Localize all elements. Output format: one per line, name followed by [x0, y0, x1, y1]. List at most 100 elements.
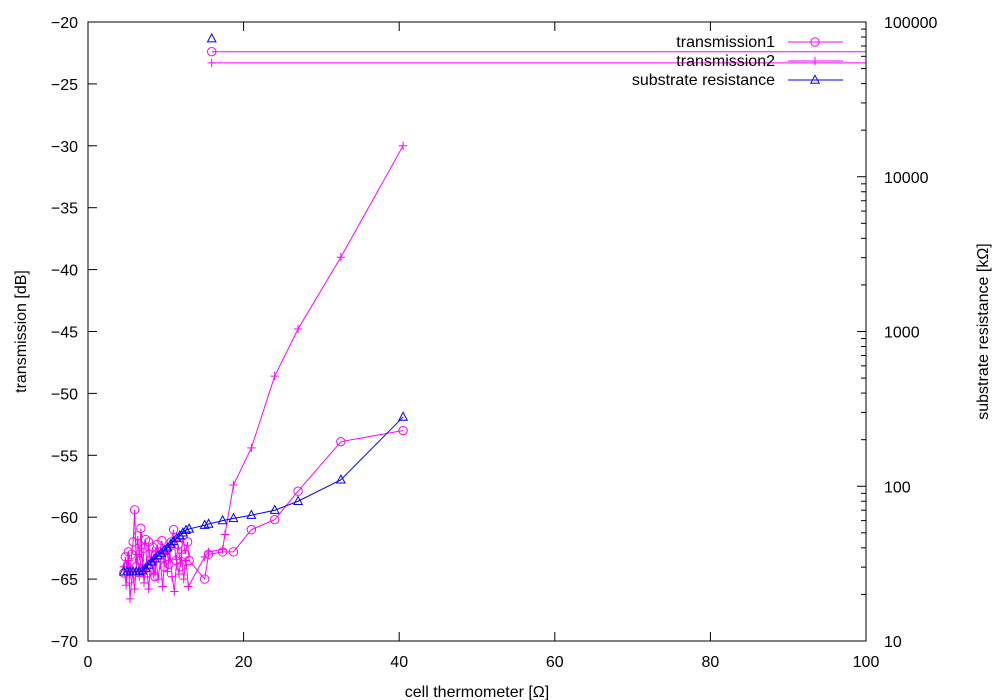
data-point [163, 567, 172, 576]
data-point [228, 512, 239, 523]
plot-frame [87, 21, 867, 642]
data-point [124, 556, 133, 565]
data-point [246, 524, 257, 535]
y-tick-label: −65 [51, 572, 78, 589]
data-point [336, 253, 346, 262]
data-point [149, 569, 158, 579]
y-tick-label: −50 [51, 386, 78, 403]
data-point [218, 545, 227, 554]
data-point [140, 562, 151, 572]
y-tick-label: −20 [51, 15, 78, 32]
data-point [168, 524, 179, 535]
data-point [229, 480, 238, 490]
legend-marker [810, 37, 820, 47]
data-point [398, 141, 408, 150]
data-point [182, 537, 193, 547]
series-substrate-resistance [118, 32, 409, 576]
y2-tick-label: 100000 [884, 15, 937, 32]
data-point [180, 524, 192, 534]
data-point [336, 436, 346, 447]
data-point [174, 529, 185, 540]
data-point [144, 584, 153, 594]
legend-label: substrate resistance [632, 72, 775, 89]
y-tick-label: −30 [51, 139, 78, 156]
data-point [179, 574, 188, 584]
y-tick-label: −70 [51, 634, 78, 651]
data-point [153, 574, 163, 584]
y2-tick-label: 10000 [884, 170, 929, 187]
y-tick-label: −25 [51, 77, 78, 94]
y-tick-label: −35 [51, 201, 78, 218]
data-point [171, 532, 182, 543]
x-tick-label: 100 [853, 654, 880, 671]
data-point [181, 556, 191, 565]
legend-label: transmission2 [676, 53, 775, 70]
data-point [158, 582, 167, 591]
data-point [199, 519, 210, 529]
data-point [203, 518, 214, 528]
data-point [293, 495, 304, 505]
data-point [121, 581, 131, 590]
y2-tick-label: 100 [884, 479, 911, 496]
data-point [172, 555, 181, 564]
data-point [168, 535, 179, 546]
data-point [184, 582, 193, 591]
data-point [293, 486, 303, 496]
data-point [335, 474, 346, 484]
data-point [398, 411, 409, 421]
y-tick-label: −55 [51, 448, 78, 465]
axis-ticks: 0 20 40 60 80 100 −70 −65 −60 −55 −50 −45 −40 −35 −30 −… [51, 15, 938, 671]
x-tick-label: 0 [84, 654, 93, 671]
legend-marker [809, 74, 821, 84]
data-point [132, 550, 142, 559]
data-point [136, 523, 146, 534]
data-point [140, 534, 151, 545]
data-point [134, 555, 145, 566]
y-axis-title: transmission [dB] [13, 270, 30, 393]
y-tick-label: −60 [51, 510, 78, 527]
data-point [162, 542, 173, 552]
data-point [184, 523, 195, 533]
legend: transmission1 transmission2 substrate resi… [632, 34, 843, 89]
x-axis-title: cell thermometer [Ω] [405, 684, 549, 700]
legend-label: transmission1 [676, 34, 775, 51]
data-point [137, 564, 148, 575]
y-tick-label: −40 [51, 263, 78, 280]
data-point [157, 536, 167, 546]
y2-tick-label: 1000 [884, 325, 920, 342]
data-point [159, 544, 170, 555]
data-point [220, 530, 230, 539]
data-point [204, 547, 213, 557]
series-transmission2 [119, 58, 866, 604]
series-line [123, 145, 404, 599]
y2-tick-label: 10 [884, 634, 902, 651]
data-point [128, 537, 138, 547]
data-point [200, 552, 209, 562]
data-point [125, 594, 135, 604]
data-point [137, 543, 146, 553]
x-tick-label: 20 [235, 654, 253, 671]
data-point [228, 547, 239, 557]
data-point [129, 505, 140, 515]
data-point [270, 514, 280, 525]
data-point [147, 542, 158, 552]
data-point [170, 587, 179, 596]
data-point [167, 572, 177, 581]
data-point [174, 569, 184, 579]
series-transmission1 [119, 47, 866, 584]
data-point [207, 58, 216, 68]
data-point [200, 574, 210, 584]
x-tick-label: 80 [702, 654, 720, 671]
data-point [152, 550, 164, 560]
x-tick-label: 40 [390, 654, 408, 671]
data-point [146, 556, 157, 566]
data-point [139, 578, 149, 588]
data-point [143, 559, 154, 569]
legend-marker [810, 56, 820, 66]
data-point [165, 538, 176, 549]
data-point [398, 425, 408, 436]
data-point [293, 324, 303, 334]
data-point [156, 547, 167, 557]
data-point [207, 47, 217, 57]
